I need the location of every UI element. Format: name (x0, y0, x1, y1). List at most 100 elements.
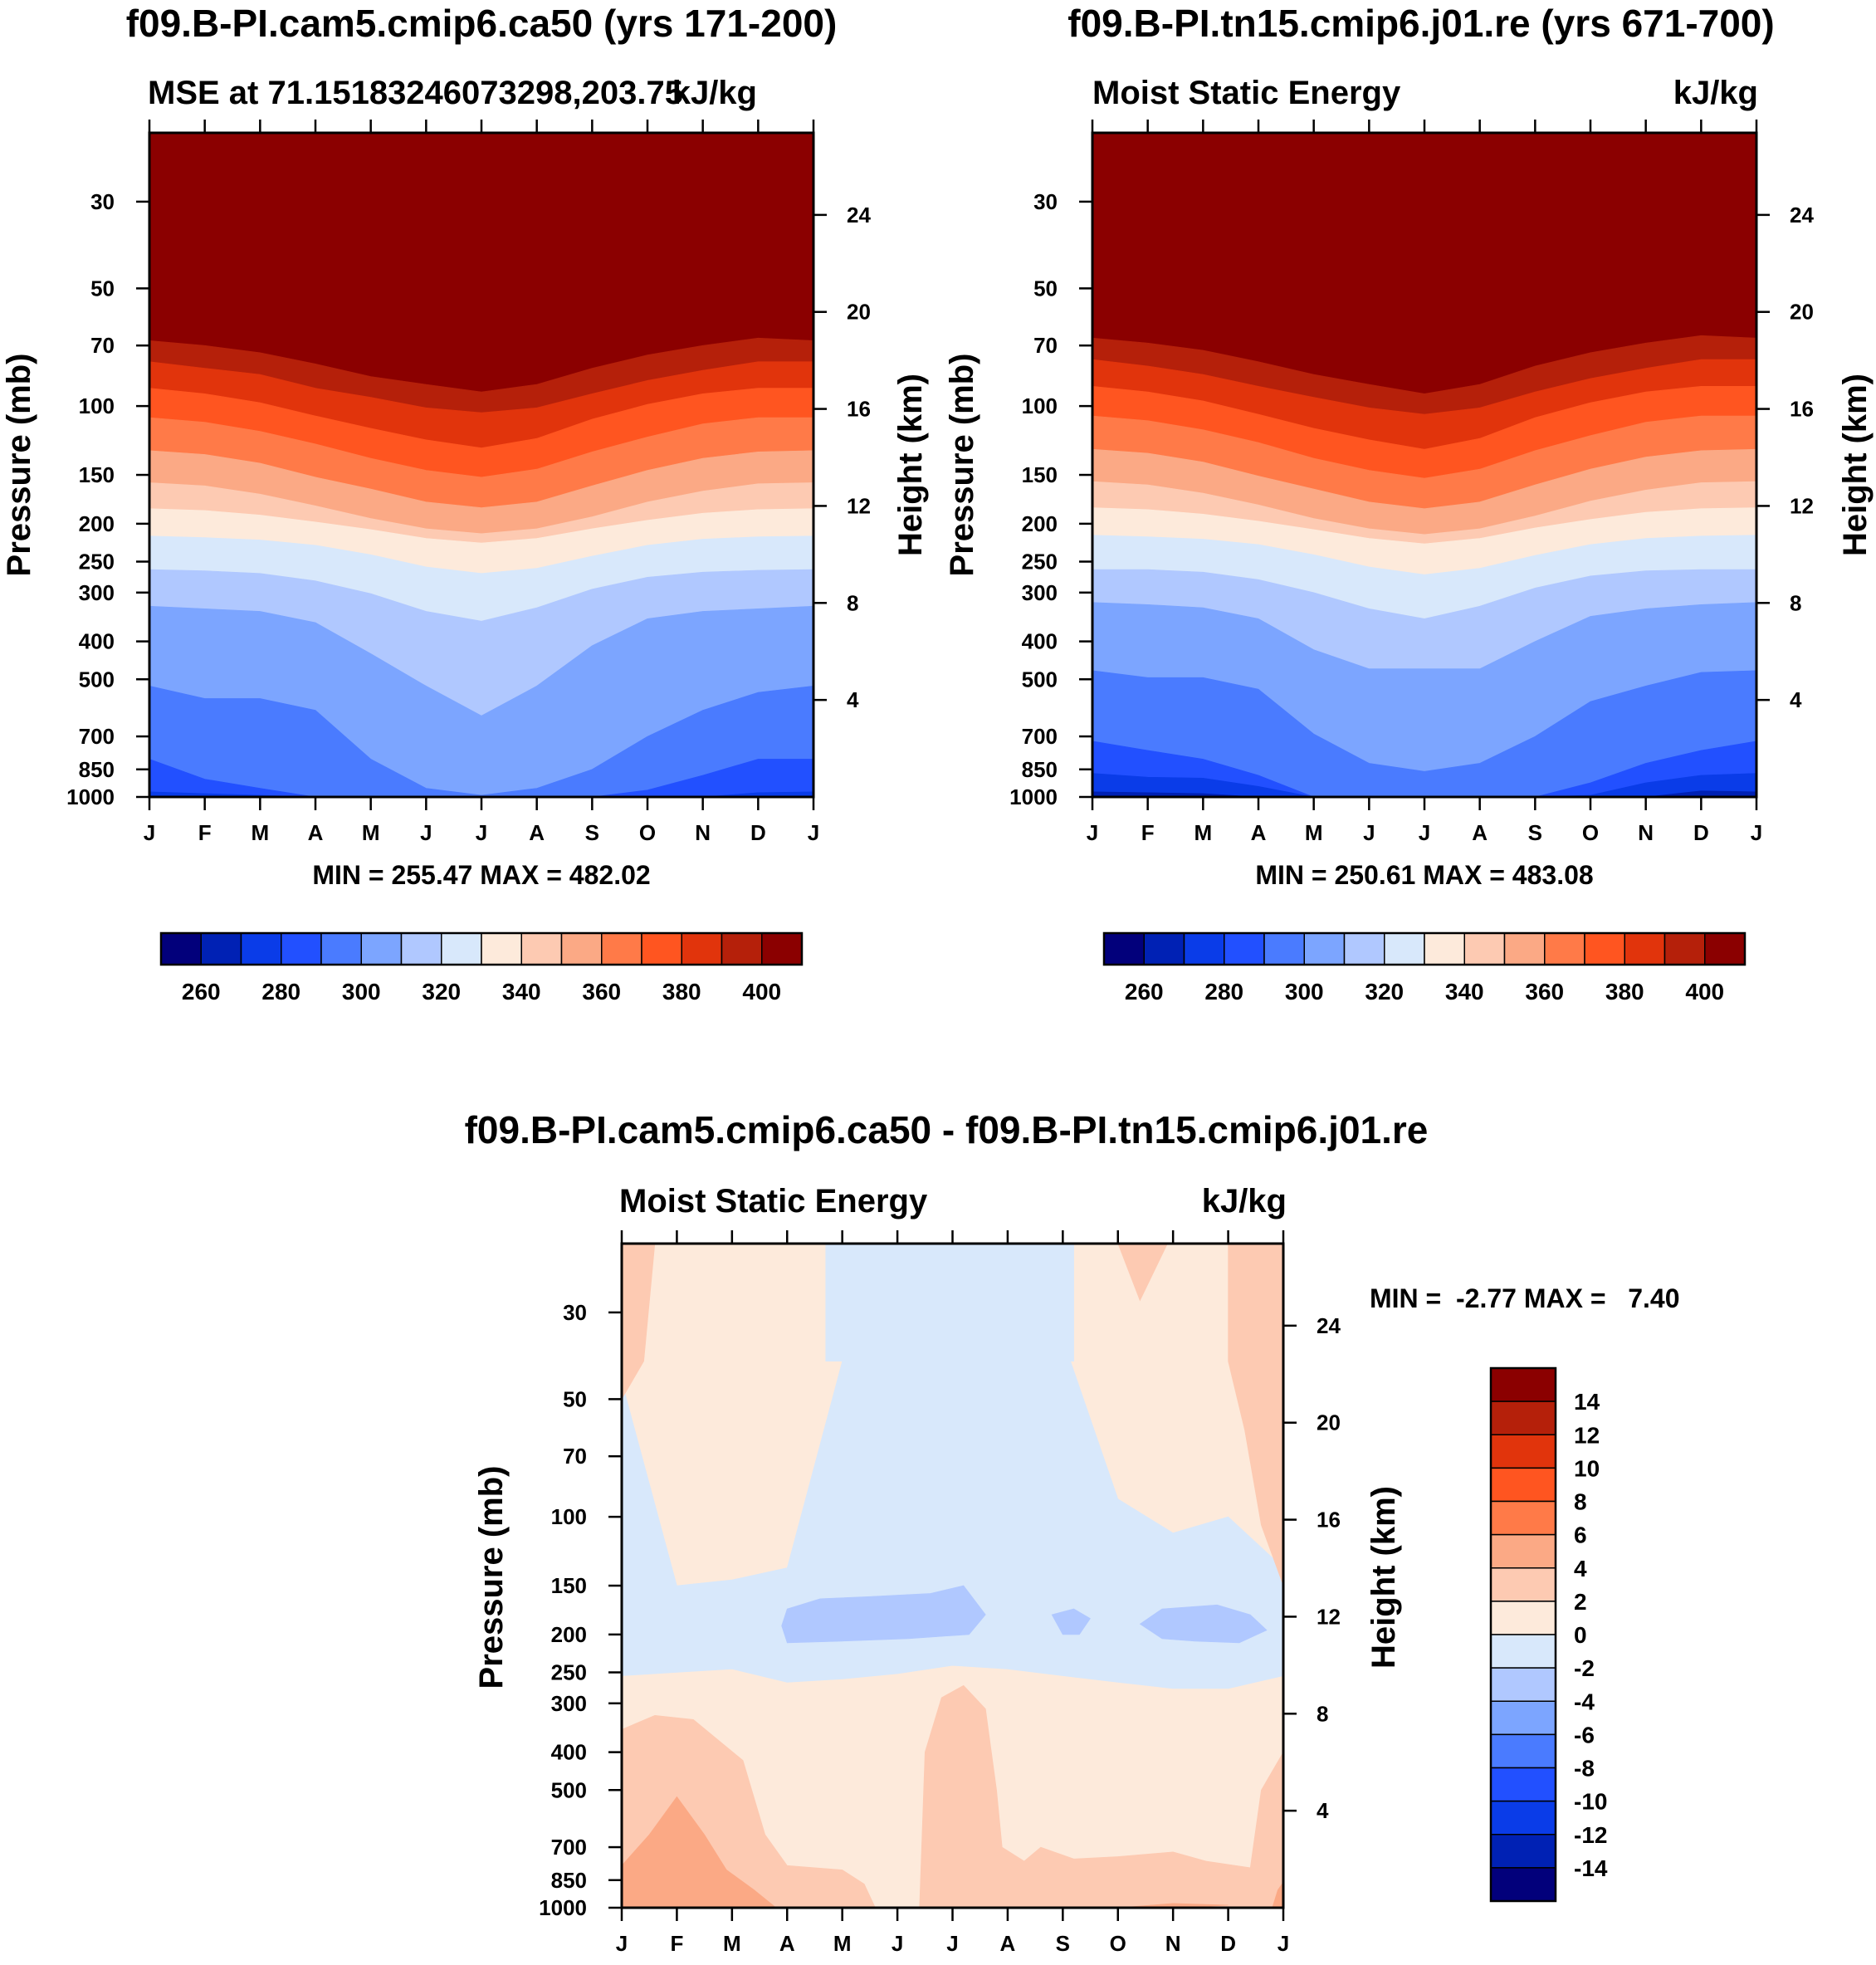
colorbar-swatch (520, 932, 563, 965)
x-tick-label: A (779, 1931, 795, 1956)
y-tick-label: 400 (551, 1740, 587, 1765)
contour-fill-band (825, 1244, 1074, 1362)
colorbar-swatch (1490, 1367, 1556, 1402)
y-tick-label: 1000 (539, 1895, 587, 1920)
colorbar-swatch (1584, 932, 1625, 965)
y-tick-label: 50 (563, 1386, 587, 1411)
panel-ca50: f09.B-PI.cam5.cmip6.ca50 (yrs 171-200) M… (1, 2, 929, 1004)
y-tick-label: 150 (551, 1573, 587, 1598)
x-tick-label: S (1528, 820, 1542, 845)
colorbar: 14 12 10 8 6 4 2 0 -2 -4 -6 -8 -10 -12 -14 (1489, 1366, 1608, 1903)
x-tick-label: M (1194, 820, 1212, 845)
colorbar-swatch (1490, 1601, 1556, 1635)
colorbar-swatch (1303, 932, 1346, 965)
x-tick-label: S (1056, 1931, 1070, 1956)
panel-difference: f09.B-PI.cam5.cmip6.ca50 - f09.B-PI.tn15… (465, 1108, 1680, 1956)
left-string: Moist Static Energy (1092, 75, 1401, 111)
x-tick-label: D (1220, 1931, 1236, 1956)
x-tick-label: J (1419, 820, 1430, 845)
x-tick-label: F (1141, 820, 1155, 845)
colorbar-label: 2 (1574, 1589, 1587, 1615)
panel-title: f09.B-PI.tn15.cmip6.j01.re (yrs 671-700) (1067, 2, 1774, 45)
colorbar-label: 8 (1574, 1489, 1587, 1515)
colorbar-label: -14 (1574, 1855, 1608, 1881)
y-tick-label: 700 (551, 1835, 587, 1860)
contour-plot: J F M A M J J A S O N D J 30 50 70 100 150 200 250 300 400 500… (1009, 120, 1814, 845)
y-tick-label: 70 (1033, 333, 1058, 358)
y-axis-label: Pressure (mb) (1, 354, 37, 577)
x-tick-label: N (695, 820, 711, 845)
colorbar-label: -6 (1574, 1722, 1595, 1747)
contour-fill-band (149, 759, 813, 797)
stats-label: MIN = 255.47 MAX = 482.02 (312, 860, 650, 890)
x-tick-label: A (1251, 820, 1267, 845)
left-string: Moist Static Energy (619, 1183, 928, 1220)
colorbar-label: 320 (1365, 979, 1404, 1004)
colorbar-swatch (1490, 1700, 1556, 1736)
colorbar-label: 380 (1605, 979, 1644, 1004)
colorbar-label: 280 (261, 979, 300, 1004)
x-tick-label: M (1305, 820, 1323, 845)
contour-fill-band (1051, 1608, 1091, 1635)
y-tick-label: 150 (1022, 462, 1058, 487)
colorbar-label: 300 (1285, 979, 1324, 1004)
x-tick-label: J (420, 820, 432, 845)
colorbar-swatch (1624, 932, 1666, 965)
x-tick-label: J (946, 1931, 958, 1956)
y-tick-label-right: 24 (1790, 203, 1814, 227)
contour-fill-band (1092, 773, 1756, 797)
colorbar-label: 0 (1574, 1622, 1587, 1648)
x-tick-label: M (723, 1931, 741, 1956)
colorbar-swatch (761, 932, 803, 965)
x-tick-label: J (1087, 820, 1098, 845)
x-tick-label: O (639, 820, 656, 845)
colorbar-swatch (681, 932, 723, 965)
y-tick-label: 300 (551, 1691, 587, 1716)
y-tick-label: 500 (79, 667, 115, 692)
colorbar-swatch (481, 932, 522, 965)
y-tick-label: 700 (79, 724, 115, 749)
y-tick-label: 850 (1022, 757, 1058, 782)
colorbar-label: 12 (1574, 1422, 1600, 1448)
x-tick-label: M (362, 820, 380, 845)
colorbar-label: 380 (662, 979, 701, 1004)
y-tick-label: 400 (79, 629, 115, 654)
x-tick-label: J (808, 820, 819, 845)
colorbar-swatch (1503, 932, 1546, 965)
colorbar-swatch (1490, 1800, 1556, 1835)
x-tick-label: S (585, 820, 599, 845)
colorbar-swatch (1544, 932, 1585, 965)
contour-fill-band (1117, 1244, 1168, 1302)
colorbar: 260 280 300 320 340 360 380 400 (159, 931, 804, 1004)
colorbar-swatch (721, 932, 763, 965)
x-tick-label: J (1363, 820, 1375, 845)
y-tick-label: 850 (79, 757, 115, 782)
colorbar-swatch (1490, 1533, 1556, 1569)
colorbar-label: 320 (422, 979, 461, 1004)
colorbar-swatch (1183, 932, 1225, 965)
colorbar-label: 260 (1125, 979, 1164, 1004)
colorbar-label: 300 (342, 979, 381, 1004)
y-tick-label: 500 (551, 1777, 587, 1802)
x-tick-label: J (1278, 1931, 1289, 1956)
y-tick-label: 50 (90, 276, 115, 301)
right-string: kJ/kg (1202, 1183, 1287, 1220)
y-tick-label: 30 (1033, 189, 1058, 214)
contour-plot: J F M A M J J A S O N D J 30 50 70 100 150 200 250 300 400 500… (539, 1230, 1341, 1956)
right-string: kJ/kg (1673, 75, 1758, 111)
contour-fills (622, 1244, 1283, 1908)
colorbar-swatch (1424, 932, 1465, 965)
x-tick-label: A (1000, 1931, 1016, 1956)
colorbar-swatch (1490, 1467, 1556, 1503)
contour-fill-band (149, 685, 813, 797)
stats-label: MIN = -2.77 MAX = 7.40 (1370, 1283, 1679, 1313)
colorbar-swatch (1490, 1634, 1556, 1669)
y-tick-label-right: 20 (1790, 300, 1814, 325)
colorbar-swatch (1490, 1767, 1556, 1802)
colorbar-label: 360 (582, 979, 621, 1004)
y-tick-label: 100 (1022, 393, 1058, 418)
y-tick-label: 200 (1022, 511, 1058, 536)
y-tick-label-right: 8 (1790, 590, 1801, 615)
y-tick-label-right: 16 (1317, 1508, 1341, 1532)
colorbar-swatch (1103, 932, 1145, 965)
